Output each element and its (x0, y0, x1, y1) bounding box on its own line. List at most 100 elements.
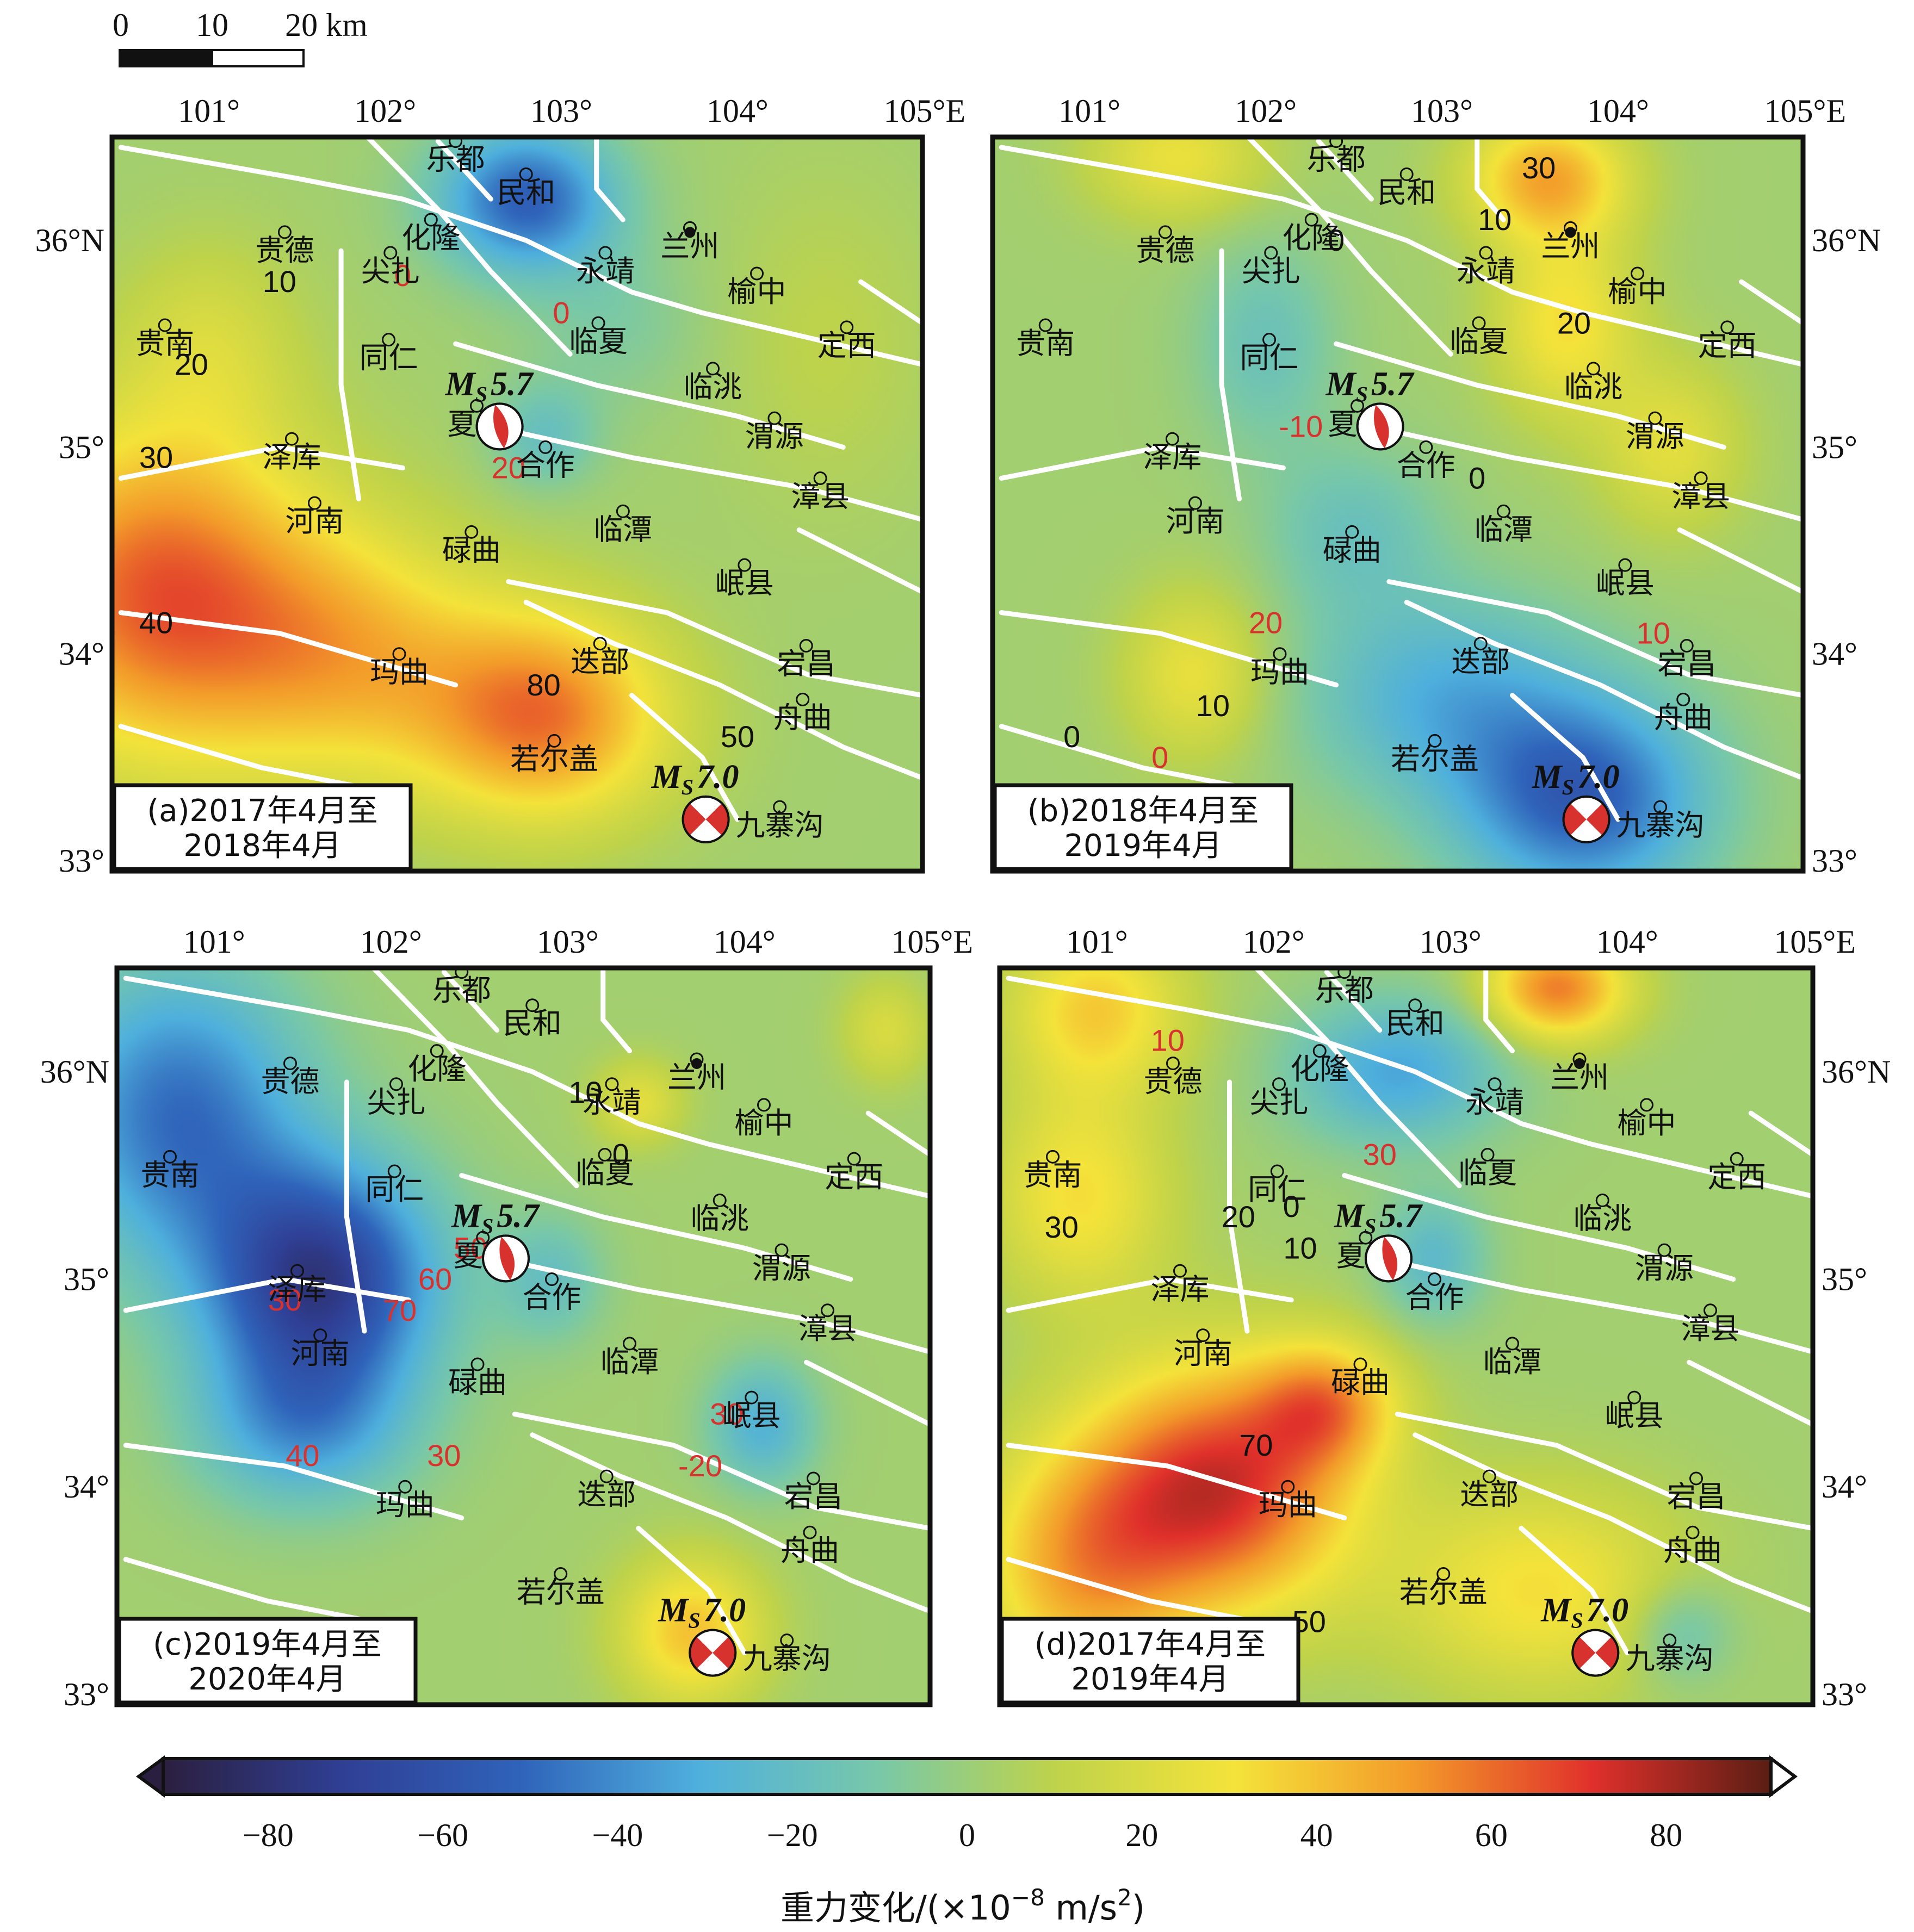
colorbar-high-arrow (1769, 1755, 1798, 1798)
city-label-zeku: 泽库 (262, 440, 321, 474)
city-label-yongjing: 永靖 (1465, 1085, 1524, 1120)
fault-trace (123, 1443, 464, 1520)
city-label-dangchang: 宕昌 (1667, 1480, 1726, 1514)
city-marker (1359, 1231, 1373, 1245)
city-label-zeku: 泽库 (1143, 440, 1201, 474)
city-label-yuzhong: 榆中 (735, 1106, 794, 1140)
panel-b: 30100200100-1020 100乐都民和化隆贵德尖扎 永靖兰州榆中贵南 同仁临… (990, 93, 1881, 879)
fault-trace (865, 1110, 930, 1158)
city-marker (598, 1148, 612, 1162)
lanzhou-marker (684, 227, 696, 238)
city-marker (1038, 318, 1052, 332)
city-label-guide: 贵德 (255, 233, 314, 268)
city-label-minhe: 民和 (1377, 175, 1436, 209)
city-marker (750, 266, 764, 281)
fault-trace (506, 579, 922, 698)
city-label-tongren: 同仁 (1248, 1172, 1306, 1207)
contour-label: 0 (1063, 719, 1080, 754)
city-label-guide: 贵德 (1136, 233, 1194, 268)
city-marker (277, 225, 292, 239)
lon-tick-label: 101° (1066, 924, 1128, 960)
city-label-lintao: 临洮 (684, 370, 742, 404)
contour-label: 60 (418, 1262, 452, 1296)
fault-trace (453, 341, 846, 450)
contour-label: 0 (553, 295, 569, 330)
city-label-yuzhong: 榆中 (1608, 275, 1667, 309)
city-label-jiuzhaigou: 九寨沟 (1616, 808, 1705, 842)
city-label-guinan: 贵南 (1024, 1158, 1082, 1192)
lon-tick-label: 103° (1411, 93, 1473, 129)
city-label-hezuo: 合作 (1405, 1281, 1464, 1315)
city-label-ledu: 乐都 (426, 142, 485, 177)
city-label-minxian: 岷县 (1605, 1399, 1664, 1433)
city-label-maqu: 玛曲 (1250, 655, 1309, 689)
fault-trace (999, 724, 1251, 791)
fault-trace (636, 1526, 747, 1656)
lon-tick-label: 101° (1058, 93, 1120, 129)
panel-frame-a (109, 134, 925, 874)
fault-trace (1483, 968, 1515, 1054)
city-marker (1640, 1098, 1653, 1112)
city-marker (623, 1337, 636, 1351)
fault-trace (1334, 341, 1726, 450)
city-label-lintao: 临洮 (1573, 1201, 1632, 1235)
lat-tick-label: 33° (1822, 1676, 1867, 1712)
city-label-weiyuan: 渭源 (752, 1251, 811, 1285)
fault-trace (1404, 600, 1803, 781)
city-label-yongjing: 永靖 (576, 254, 635, 288)
fault-trace (1368, 424, 1803, 523)
lanzhou-marker (1565, 227, 1576, 238)
city-label-yongjing: 永靖 (583, 1085, 641, 1120)
city-marker (1281, 1480, 1295, 1494)
city-label-zeku: 泽库 (268, 1272, 327, 1306)
focal-mechanism-ms57 (475, 402, 524, 451)
city-marker (1166, 1057, 1180, 1071)
city-marker (1496, 504, 1510, 518)
city-marker (1627, 1390, 1642, 1405)
city-label-ledu: 乐都 (1307, 142, 1366, 177)
city-label-lintao: 临洮 (690, 1201, 749, 1235)
city-label-hualong: 化隆 (1290, 1052, 1349, 1086)
city-marker (308, 496, 321, 510)
colorbar-tick-label: 80 (1650, 1817, 1682, 1853)
city-marker (554, 1567, 568, 1581)
city-marker (470, 1357, 485, 1371)
fault-trace (629, 693, 740, 822)
city-label-lintao: 临洮 (1564, 370, 1623, 404)
fault-trace (1475, 137, 1506, 222)
city-marker (1270, 1164, 1284, 1178)
city-label-dangchang: 宕昌 (784, 1480, 843, 1514)
city-marker (476, 1231, 490, 1245)
gravity-field-c (117, 968, 930, 1705)
city-label-zhouqu: 舟曲 (1663, 1533, 1722, 1568)
scale-label-20km: 20 km (285, 7, 368, 43)
city-marker (1399, 167, 1414, 181)
panel-title-line1: (c)2019年4月至 (153, 1627, 382, 1662)
city-marker (813, 471, 827, 485)
fault-trace (118, 145, 922, 367)
city-marker (519, 167, 533, 181)
city-label-zhouqu: 舟曲 (781, 1533, 839, 1568)
panel-title-line2: 2019年4月 (1071, 1662, 1229, 1697)
city-label-jianzha: 尖扎 (1242, 254, 1300, 288)
city-marker (1506, 1337, 1519, 1351)
city-label-maqu: 玛曲 (376, 1488, 435, 1522)
scale-label-0: 0 (113, 7, 129, 43)
contour-label: 0 (612, 1138, 629, 1172)
city-marker (1419, 440, 1433, 454)
contour-label: 0 (1328, 223, 1345, 257)
city-marker (1653, 800, 1668, 814)
lat-tick-label: 36°N (40, 1054, 109, 1090)
lat-tick-label: 36°N (1812, 222, 1881, 258)
city-marker (706, 362, 720, 376)
contour-label: 30 (139, 440, 173, 474)
magnitude-label-ms70: MS7.0 (1532, 759, 1620, 799)
city-label-tongren: 同仁 (365, 1172, 424, 1207)
colorbar-gradient (162, 1757, 1773, 1796)
city-marker (1312, 1044, 1327, 1058)
city-label-weiyuan: 渭源 (745, 419, 804, 454)
colorbar-tick-label: −40 (592, 1817, 643, 1853)
